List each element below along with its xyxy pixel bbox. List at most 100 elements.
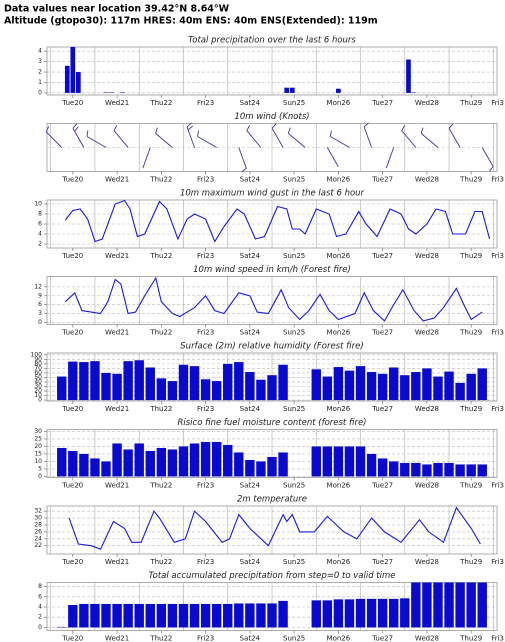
x-tick-label: Thu22 (149, 635, 172, 642)
y-tick-label: 2 (38, 69, 42, 76)
y-tick-label: 70 (34, 365, 42, 372)
x-tick-label: Fri23 (197, 482, 214, 490)
wind-barb (363, 122, 373, 148)
wind-barb (197, 130, 217, 148)
bar (455, 582, 465, 628)
bar (167, 449, 178, 477)
x-tick-label: Sun25 (283, 99, 305, 107)
y-tick-label: 12 (34, 283, 42, 290)
bar (123, 449, 133, 477)
wind-barb (238, 147, 247, 173)
x-tick-label: Thu29 (459, 176, 482, 184)
y-tick-label: 2 (38, 614, 42, 621)
bar (411, 462, 421, 477)
y-tick-label: 26 (34, 528, 42, 535)
y-tick-label: 4 (38, 231, 42, 238)
bar (355, 446, 366, 477)
x-tick-label: Wed28 (415, 329, 439, 337)
wind-barb (420, 127, 439, 148)
bar (411, 582, 421, 628)
x-tick-label: Fri23 (197, 558, 214, 566)
bar (400, 598, 410, 628)
bar (134, 443, 144, 477)
bar (366, 453, 377, 477)
bar (145, 450, 155, 477)
x-tick-label: Wed28 (415, 405, 439, 413)
bar (333, 367, 344, 401)
x-tick-label: Tue27 (371, 558, 393, 566)
bar (200, 441, 211, 477)
bar (311, 600, 321, 628)
y-tick-label: 32 (34, 508, 42, 515)
wind-barb (186, 122, 195, 148)
bar (245, 459, 255, 477)
wind-barb (72, 123, 85, 148)
y-tick-label: 6 (38, 593, 42, 600)
x-tick-label: Tue27 (371, 329, 393, 337)
y-tick-label: 4 (38, 604, 42, 611)
x-tick-label: Thu29 (459, 99, 482, 107)
bar (256, 379, 266, 401)
bar (234, 603, 244, 628)
bar (455, 464, 465, 477)
x-tick-label: Fri23 (197, 252, 214, 260)
x-tick-label: Sat24 (240, 635, 261, 642)
x-tick-label: Tue27 (371, 176, 393, 184)
x-tick-label: Thu29 (459, 482, 482, 490)
x-tick-label: Sat24 (240, 405, 261, 413)
bar (223, 603, 233, 628)
bar (167, 603, 178, 628)
bar (189, 443, 200, 477)
x-tick-label: Wed21 (105, 635, 129, 642)
bar (466, 373, 476, 401)
bar (234, 452, 244, 477)
bar (90, 458, 100, 477)
bar (344, 599, 355, 628)
bar (112, 373, 122, 401)
y-tick-label: 5 (38, 465, 42, 472)
bar (444, 462, 454, 477)
bar (64, 65, 70, 93)
x-tick-label: Tue27 (371, 482, 393, 490)
bar (134, 603, 144, 628)
bar (211, 603, 222, 628)
x-tick-label: Sun25 (283, 176, 305, 184)
x-tick-label: Thu22 (149, 99, 172, 107)
bar (123, 603, 133, 628)
bar (90, 603, 100, 628)
bar (223, 363, 233, 401)
x-tick-label: Sun25 (283, 329, 305, 337)
wind-barb (287, 127, 306, 148)
bar (57, 447, 67, 477)
bar (156, 447, 167, 477)
x-tick-label: Thu22 (149, 405, 172, 413)
bar (278, 364, 288, 401)
bar (178, 603, 189, 628)
x-tick-label: Thu29 (459, 558, 482, 566)
x-tick-label: Fri3 (491, 329, 504, 337)
x-tick-label: Thu22 (149, 329, 172, 337)
y-tick-label: 10 (34, 458, 42, 465)
bar (90, 361, 100, 401)
x-tick-label: Sun25 (283, 558, 305, 566)
bar (455, 382, 465, 401)
y-tick-label: 6 (38, 221, 42, 228)
y-tick-label: 30 (34, 383, 42, 390)
y-tick-label: 50 (34, 374, 42, 381)
x-tick-label: Wed21 (105, 405, 129, 413)
bar (256, 461, 266, 477)
y-tick-label: 20 (34, 388, 42, 395)
bar (156, 603, 167, 628)
x-tick-label: Sun25 (283, 405, 305, 413)
bar (477, 464, 487, 477)
y-tick-label: 15 (34, 450, 42, 457)
x-tick-label: Fri3 (491, 176, 504, 184)
bar (344, 446, 355, 477)
x-tick-label: Sat24 (240, 329, 261, 337)
bar (322, 376, 333, 401)
wind-barb (385, 147, 395, 169)
y-tick-label: 3 (38, 58, 42, 65)
panel-title: Risico fine fuel moisture content (fores… (177, 418, 366, 428)
x-tick-label: Mon26 (327, 176, 351, 184)
